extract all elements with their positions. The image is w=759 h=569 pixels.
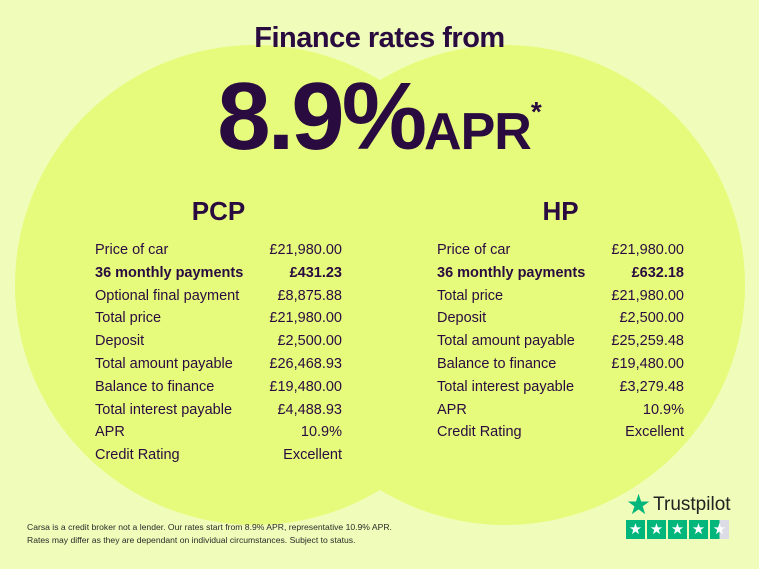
table-row: 36 monthly payments £431.23 <box>95 262 342 285</box>
disclaimer: Carsa is a credit broker not a lender. O… <box>27 521 392 547</box>
row-value: Excellent <box>625 424 684 441</box>
table-row: Price of car £21,980.00 <box>437 239 684 262</box>
table-row: Balance to finance £19,480.00 <box>95 376 342 399</box>
row-label: Credit Rating <box>95 447 180 464</box>
row-label: Total amount payable <box>437 333 575 350</box>
table-row: Balance to finance £19,480.00 <box>437 353 684 376</box>
row-label: Balance to finance <box>95 378 215 395</box>
trustpilot-rating: ★ ★ ★ ★ ★ <box>626 520 731 539</box>
row-value: £2,500.00 <box>619 310 684 327</box>
table-row: Total price £21,980.00 <box>437 285 684 308</box>
hp-title: HP <box>542 196 579 226</box>
pcp-table: PCP Price of car £21,980.00 36 monthly pay… <box>95 196 342 467</box>
row-value: £3,279.48 <box>619 378 684 395</box>
row-label: Price of car <box>95 242 169 258</box>
rating-star-icon: ★ <box>647 520 666 539</box>
headline: Finance rates from <box>254 22 505 54</box>
table-row: Total amount payable £25,259.48 <box>437 330 684 353</box>
rating-star-icon: ★ <box>668 520 687 539</box>
row-value: £19,480.00 <box>611 355 684 372</box>
row-value: £21,980.00 <box>611 242 684 258</box>
pcp-title: PCP <box>191 196 246 226</box>
row-label: Total interest payable <box>437 378 575 395</box>
table-row: APR 10.9% <box>95 421 342 444</box>
row-label: 36 monthly payments <box>437 264 586 281</box>
row-value: £431.23 <box>289 264 342 281</box>
row-label: Deposit <box>437 310 487 327</box>
rate-asterisk: * <box>530 96 542 127</box>
row-label: APR <box>437 401 467 418</box>
hp-table: HP Price of car £21,980.00 36 monthly paym… <box>437 196 684 444</box>
table-row: Credit Rating Excellent <box>437 421 684 444</box>
table-row: Total price £21,980.00 <box>95 307 342 330</box>
rating-star-icon: ★ <box>626 520 645 539</box>
table-row: Total amount payable £26,468.93 <box>95 353 342 376</box>
table-row: Total interest payable £4,488.93 <box>95 399 342 422</box>
row-label: APR <box>95 424 125 441</box>
row-value: 10.9% <box>642 401 684 418</box>
row-value: £19,480.00 <box>269 378 342 395</box>
row-value: £2,500.00 <box>277 333 342 350</box>
row-label: 36 monthly payments <box>95 264 244 281</box>
row-value: £21,980.00 <box>269 310 342 327</box>
trustpilot-name: Trustpilot <box>653 494 731 515</box>
row-label: Total interest payable <box>95 401 233 418</box>
disclaimer-line: Carsa is a credit broker not a lender. O… <box>27 522 392 532</box>
table-row: Credit Rating Excellent <box>95 444 342 467</box>
row-label: Balance to finance <box>437 355 557 372</box>
table-row: 36 monthly payments £632.18 <box>437 262 684 285</box>
row-label: Optional final payment <box>95 287 240 304</box>
star-icon: ★ <box>626 489 652 520</box>
rate-unit: APR <box>424 103 532 161</box>
row-value: £25,259.48 <box>611 333 684 350</box>
row-value: 10.9% <box>300 424 342 441</box>
table-row: Total interest payable £3,279.48 <box>437 376 684 399</box>
row-value: £632.18 <box>631 264 684 281</box>
table-row: Deposit £2,500.00 <box>437 307 684 330</box>
row-value: £26,468.93 <box>269 355 342 372</box>
row-label: Deposit <box>95 333 145 350</box>
table-row: APR 10.9% <box>437 399 684 422</box>
row-label: Total amount payable <box>95 355 233 372</box>
headline-rate: 8.9%APR* <box>0 62 759 172</box>
row-label: Credit Rating <box>437 424 522 441</box>
row-label: Price of car <box>437 242 511 258</box>
row-value: £21,980.00 <box>269 242 342 258</box>
table-row: Price of car £21,980.00 <box>95 239 342 262</box>
rating-star-icon: ★ <box>689 520 708 539</box>
row-value: £21,980.00 <box>611 287 684 304</box>
rating-star-icon: ★ <box>710 520 729 539</box>
disclaimer-line: Rates may differ as they are dependant o… <box>27 535 356 545</box>
row-value: £8,875.88 <box>277 287 342 304</box>
row-label: Total price <box>437 287 504 304</box>
trustpilot-badge[interactable]: ★ Trustpilot ★ ★ ★ ★ ★ <box>626 489 731 539</box>
rate-value: 8.9% <box>217 63 427 170</box>
row-label: Total price <box>95 310 162 327</box>
row-value: £4,488.93 <box>277 401 342 418</box>
table-row: Optional final payment £8,875.88 <box>95 285 342 308</box>
table-row: Deposit £2,500.00 <box>95 330 342 353</box>
trustpilot-logo: ★ Trustpilot <box>626 489 731 520</box>
decorative-circle-right <box>265 45 745 525</box>
row-value: Excellent <box>283 447 342 464</box>
